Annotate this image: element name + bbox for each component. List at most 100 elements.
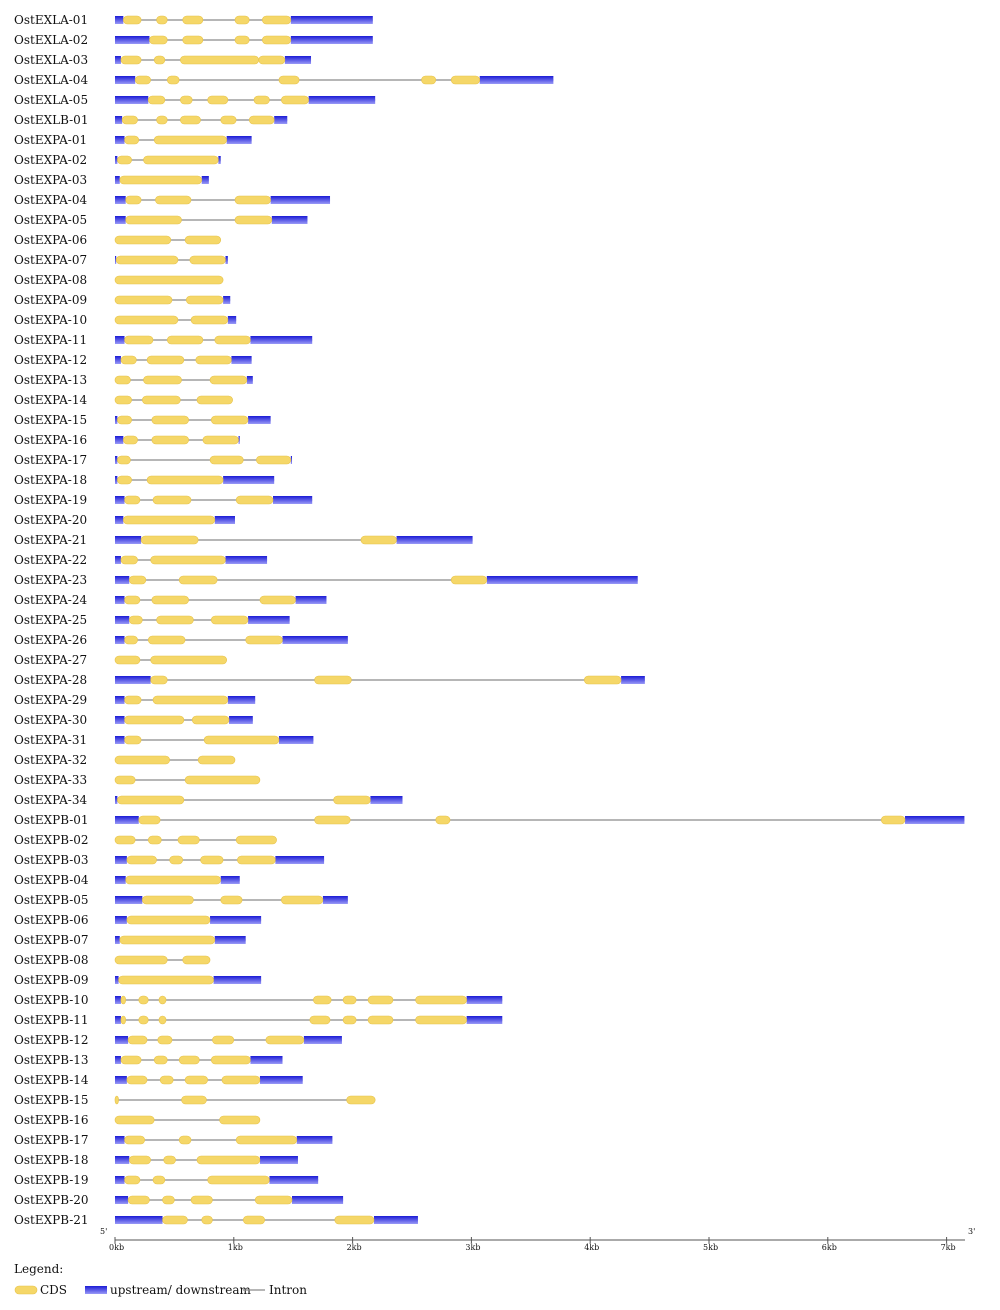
- gene-label: OstEXPA-24: [14, 593, 87, 607]
- gene-label: OstEXPA-08: [14, 273, 87, 287]
- cds-exon: [143, 155, 219, 165]
- cds-exon: [156, 15, 168, 25]
- cds-exon: [162, 1215, 188, 1225]
- gene-label: OstEXPA-28: [14, 673, 87, 687]
- gene-row: OstEXLA-02: [14, 33, 373, 47]
- utr-segment: [214, 516, 235, 524]
- gene-label: OstEXPB-07: [14, 933, 89, 947]
- cds-exon: [314, 815, 351, 825]
- utr-segment: [486, 576, 638, 584]
- utr-segment: [115, 1136, 125, 1144]
- cds-exon: [219, 1115, 261, 1125]
- cds-exon: [234, 215, 273, 225]
- cds-exon: [185, 295, 224, 305]
- utr-segment: [290, 456, 293, 464]
- utr-segment: [214, 936, 246, 944]
- gene-label: OstEXPB-02: [14, 833, 89, 847]
- gene-label: OstEXPA-18: [14, 473, 87, 487]
- utr-segment: [115, 516, 124, 524]
- axis-tick-label: 4kb: [584, 1243, 599, 1252]
- utr-segment: [621, 676, 645, 684]
- gene-label: OstEXPA-19: [14, 493, 87, 507]
- gene-row: OstEXPB-01: [14, 813, 965, 827]
- cds-exon: [120, 355, 137, 365]
- cds-exon: [196, 1155, 261, 1165]
- cds-exon: [435, 815, 451, 825]
- cds-exon: [220, 115, 237, 125]
- cds-exon: [125, 215, 182, 225]
- cds-exon: [182, 15, 204, 25]
- gene-label: OstEXPA-27: [14, 653, 87, 667]
- gene-label: OstEXPA-26: [14, 633, 87, 647]
- cds-exon: [189, 255, 226, 265]
- utr-segment: [226, 136, 252, 144]
- cds-exon: [134, 75, 151, 85]
- gene-row: OstEXPB-16: [14, 1113, 261, 1127]
- utr-segment: [292, 1196, 344, 1204]
- utr-segment: [115, 1076, 127, 1084]
- cds-exon: [155, 195, 192, 205]
- cds-exon: [202, 435, 239, 445]
- cds-exon: [124, 695, 142, 705]
- cds-exon: [158, 995, 167, 1005]
- utr-segment: [275, 856, 325, 864]
- cds-exon: [156, 615, 194, 625]
- utr-segment: [370, 796, 403, 804]
- cds-exon: [151, 415, 189, 425]
- gene-row: OstEXPA-15: [14, 413, 271, 427]
- utr-segment: [905, 816, 965, 824]
- gene-row: OstEXPA-03: [14, 173, 209, 187]
- cds-exon: [258, 55, 286, 65]
- cds-exon: [184, 1075, 208, 1085]
- cds-exon: [314, 675, 352, 685]
- axis-tick-label: 0kb: [109, 1243, 124, 1252]
- gene-label: OstEXPB-05: [14, 893, 89, 907]
- gene-label: OstEXPA-34: [14, 793, 87, 807]
- utr-segment: [225, 556, 268, 564]
- utr-segment: [115, 1216, 163, 1224]
- cds-exon: [114, 755, 170, 765]
- legend-title: Legend:: [14, 1262, 63, 1276]
- cds-exon: [583, 675, 622, 685]
- gene-label: OstEXPA-14: [14, 393, 87, 407]
- cds-exon: [125, 875, 222, 885]
- cds-exon: [265, 1035, 305, 1045]
- cds-exon: [124, 735, 142, 745]
- cds-exon: [124, 335, 154, 345]
- cds-exon: [127, 1035, 148, 1045]
- cds-exon: [117, 475, 132, 485]
- gene-label: OstEXLA-05: [14, 93, 88, 107]
- cds-exon: [235, 495, 274, 505]
- gene-row: OstEXPA-24: [14, 593, 327, 607]
- legend: Legend: CDS upstream/ downstream Intron: [14, 1262, 307, 1297]
- utr-segment: [115, 156, 118, 164]
- gene-row: OstEXPA-22: [14, 553, 268, 567]
- utr-segment: [396, 536, 473, 544]
- gene-label: OstEXPA-09: [14, 293, 87, 307]
- cds-exon: [152, 495, 192, 505]
- cds-exon: [184, 775, 261, 785]
- gene-label: OstEXPB-09: [14, 973, 89, 987]
- gene-row: OstEXPA-20: [14, 513, 235, 527]
- utr-segment: [115, 1196, 129, 1204]
- gene-row: OstEXLA-03: [14, 53, 312, 67]
- gene-label: OstEXPA-06: [14, 233, 87, 247]
- gene-row: OstEXPB-12: [14, 1033, 342, 1047]
- cds-exon: [342, 995, 357, 1005]
- gene-label: OstEXPB-18: [14, 1153, 89, 1167]
- gene-label: OstEXPA-11: [14, 333, 87, 347]
- gene-row: OstEXLA-01: [14, 13, 373, 27]
- gene-row: OstEXPB-20: [14, 1193, 344, 1207]
- gene-label: OstEXLA-03: [14, 53, 88, 67]
- cds-exon: [142, 395, 181, 405]
- cds-exon: [152, 1175, 166, 1185]
- cds-exon: [178, 575, 218, 585]
- cds-exon: [256, 455, 292, 465]
- gene-row: OstEXPB-08: [14, 953, 211, 967]
- cds-exon: [124, 1135, 145, 1145]
- cds-exon: [124, 135, 140, 145]
- cds-exon: [117, 155, 132, 165]
- utr-segment: [115, 556, 121, 564]
- gene-label: OstEXLA-04: [14, 73, 88, 87]
- cds-exon: [121, 115, 138, 125]
